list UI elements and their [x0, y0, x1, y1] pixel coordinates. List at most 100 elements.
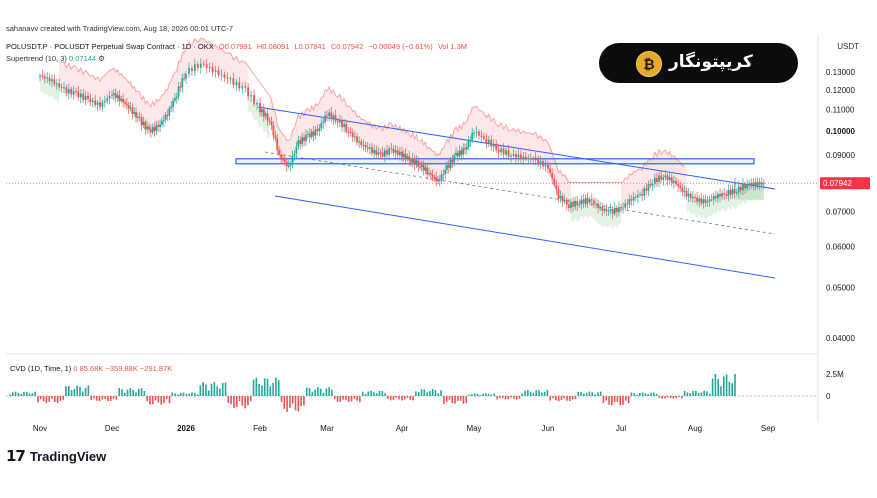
candle-body: [704, 199, 707, 203]
candle-body: [241, 86, 244, 89]
resistance-zone: [235, 158, 755, 165]
candle-body: [462, 148, 465, 155]
supertrend-fill: [294, 121, 297, 154]
supertrend-fill: [454, 127, 456, 156]
cvd-bar: [655, 393, 658, 396]
candle-body: [133, 112, 136, 114]
supertrend-fill: [407, 130, 410, 161]
candle-body: [316, 129, 319, 131]
supertrend-legend[interactable]: Supertrend (10, 3) 0.07144 ⚙: [6, 54, 105, 63]
cvd-bar: [53, 396, 56, 403]
cvd-bar: [479, 395, 482, 396]
cvd-bar: [599, 391, 602, 396]
cvd-legend[interactable]: CVD (1D, Time, 1) 0 85.68K −359.88K −291…: [10, 364, 172, 373]
candle-body: [118, 95, 121, 101]
tradingview-branding[interactable]: 17 TradingView: [6, 447, 106, 465]
cvd-bar: [457, 396, 459, 401]
candle-body: [112, 93, 115, 95]
supertrend-fill: [476, 106, 479, 136]
candle-body: [217, 70, 220, 75]
gear-icon[interactable]: ⚙: [98, 54, 105, 63]
cvd-bar: [597, 392, 599, 396]
cvd-bar: [378, 391, 381, 396]
supertrend-fill: [90, 75, 93, 102]
candle-body: [196, 64, 199, 68]
supertrend-fill: [501, 122, 504, 155]
candle-body: [270, 121, 273, 126]
cvd-bar: [135, 392, 137, 396]
candle-body: [449, 160, 452, 168]
supertrend-fill: [439, 149, 442, 181]
cvd-bar: [81, 391, 84, 396]
candle-body: [238, 82, 241, 89]
cvd-bar: [546, 389, 549, 396]
candle-body: [706, 201, 709, 203]
supertrend-fill: [161, 94, 164, 121]
supertrend-fill: [616, 207, 619, 229]
supertrend-fill: [325, 89, 327, 117]
supertrend-fill: [88, 73, 91, 102]
cvd-bar: [731, 383, 734, 396]
candle-body: [603, 208, 606, 211]
candle-body: [424, 167, 427, 171]
candle-body: [502, 148, 505, 155]
candle-body: [639, 194, 641, 196]
cvd-bar: [420, 389, 423, 396]
candle-body: [419, 166, 421, 168]
candle-body: [179, 86, 182, 88]
cvd-bar: [247, 396, 249, 406]
supertrend-fill: [115, 69, 118, 98]
candle-body: [244, 86, 247, 88]
supertrend-fill: [80, 68, 84, 101]
cvd-bar: [431, 389, 434, 396]
candle-body: [440, 174, 443, 181]
cvd-bar: [454, 396, 456, 404]
candle-body: [447, 165, 450, 168]
supertrend-fill: [52, 79, 55, 101]
supertrend-fill: [418, 141, 420, 167]
candle-body: [557, 189, 560, 199]
cvd-bar: [490, 394, 493, 396]
candle-body: [460, 150, 463, 155]
candle-body: [731, 188, 734, 195]
candle-body: [124, 102, 126, 104]
cvd-bar: [440, 390, 442, 396]
candle-body: [469, 140, 472, 142]
cvd-bar: [499, 396, 501, 399]
cvd-bar: [311, 391, 314, 396]
cvd-bar: [625, 396, 627, 401]
candle-body: [497, 150, 500, 153]
supertrend-fill: [367, 121, 370, 149]
supertrend-fill: [42, 76, 45, 95]
candle-body: [65, 87, 68, 94]
cvd-bar: [174, 393, 176, 396]
supertrend-fill: [191, 38, 195, 71]
candle-body: [542, 161, 544, 167]
candle-body: [381, 152, 384, 157]
symbol-title[interactable]: POLUSDT.P · POLUSDT Perpetual Swap Contr…: [6, 42, 214, 51]
candle-body: [473, 132, 475, 134]
cvd-bar: [389, 396, 392, 401]
supertrend-fill: [591, 200, 594, 221]
candle-body: [168, 108, 171, 116]
candle-body: [375, 149, 378, 155]
cvd-bar: [143, 391, 146, 396]
supertrend-fill: [445, 139, 447, 170]
cvd-bar: [28, 393, 31, 396]
candle-body: [694, 196, 696, 198]
candle-body: [464, 148, 466, 150]
cvd-bar: [434, 389, 437, 396]
candle-body: [750, 183, 753, 186]
cvd-bar: [163, 396, 165, 404]
candle-body: [125, 103, 128, 106]
supertrend-fill: [49, 79, 52, 98]
supertrend-fill: [498, 122, 502, 153]
supertrend-fill: [156, 99, 159, 127]
candle-body: [719, 193, 721, 197]
supertrend-fill: [511, 128, 514, 156]
cvd-bar: [639, 393, 641, 396]
candle-body: [330, 112, 333, 119]
candle-body: [547, 164, 549, 169]
candle-body: [320, 123, 323, 129]
candle-body: [291, 155, 294, 165]
